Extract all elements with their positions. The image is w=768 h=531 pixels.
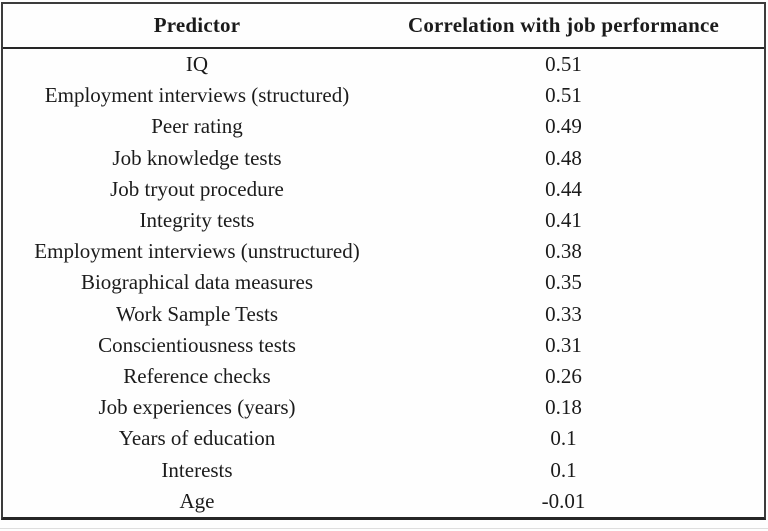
table-row: Job tryout procedure 0.44 [3, 174, 764, 205]
correlation-cell: 0.48 [545, 145, 582, 170]
table-row: Interests 0.1 [3, 454, 764, 485]
predictor-cell: Interests [161, 457, 233, 482]
predictor-cell: Reference checks [123, 363, 271, 388]
correlation-cell: 0.51 [545, 83, 582, 108]
correlation-cell: 0.51 [545, 52, 582, 77]
predictor-cell: Job experiences (years) [98, 395, 296, 420]
table-body: IQ 0.51 Employment interviews (structure… [3, 48, 764, 517]
predictor-cell: Conscientiousness tests [98, 332, 296, 357]
table-row: Conscientiousness tests 0.31 [3, 330, 764, 361]
table-row: Employment interviews (unstructured) 0.3… [3, 236, 764, 267]
correlation-cell: 0.26 [545, 363, 582, 388]
correlation-cell: 0.1 [550, 457, 577, 482]
correlation-cell: 0.49 [545, 114, 582, 139]
table-row: Work Sample Tests 0.33 [3, 299, 764, 330]
correlation-table: Predictor Correlation with job performan… [3, 4, 764, 517]
predictor-cell: Biographical data measures [80, 270, 314, 295]
predictor-cell: Employment interviews (unstructured) [34, 239, 360, 264]
page-bottom-hairline [0, 528, 768, 529]
table-row: Years of education 0.1 [3, 423, 764, 454]
predictor-cell: Job knowledge tests [112, 145, 282, 170]
correlation-cell: 0.41 [545, 208, 582, 233]
table-row: Job knowledge tests 0.48 [3, 143, 764, 174]
predictor-cell: Job tryout procedure [110, 176, 284, 201]
table-row: Age -0.01 [3, 486, 764, 517]
column-header-correlation: Correlation with job performance [391, 4, 764, 49]
correlation-cell: 0.33 [545, 301, 582, 326]
predictor-cell: Peer rating [151, 114, 243, 139]
correlation-cell: 0.1 [550, 426, 577, 451]
table-row: Reference checks 0.26 [3, 361, 764, 392]
correlation-cell: 0.31 [545, 332, 582, 357]
predictor-cell: Work Sample Tests [115, 301, 279, 326]
correlation-cell: 0.35 [545, 270, 582, 295]
predictor-cell: Employment interviews (structured) [44, 83, 350, 108]
predictor-cell: Age [179, 488, 215, 513]
correlation-cell: 0.38 [545, 239, 582, 264]
table-row: Peer rating 0.49 [3, 111, 764, 142]
correlation-cell: -0.01 [541, 488, 586, 513]
correlation-cell: 0.44 [545, 176, 582, 201]
table-header: Predictor Correlation with job performan… [3, 4, 764, 49]
predictor-cell: Years of education [118, 426, 276, 451]
table-row: Integrity tests 0.41 [3, 205, 764, 236]
table-row: Employment interviews (structured) 0.51 [3, 80, 764, 111]
correlation-cell: 0.18 [545, 395, 582, 420]
table-row: Biographical data measures 0.35 [3, 267, 764, 298]
table-row: Job experiences (years) 0.18 [3, 392, 764, 423]
predictor-cell: IQ [185, 52, 209, 77]
predictor-cell: Integrity tests [139, 208, 255, 233]
correlation-table-container: Predictor Correlation with job performan… [1, 2, 766, 520]
table-row: IQ 0.51 [3, 48, 764, 80]
column-header-predictor: Predictor [3, 4, 391, 49]
header-row: Predictor Correlation with job performan… [3, 4, 764, 49]
